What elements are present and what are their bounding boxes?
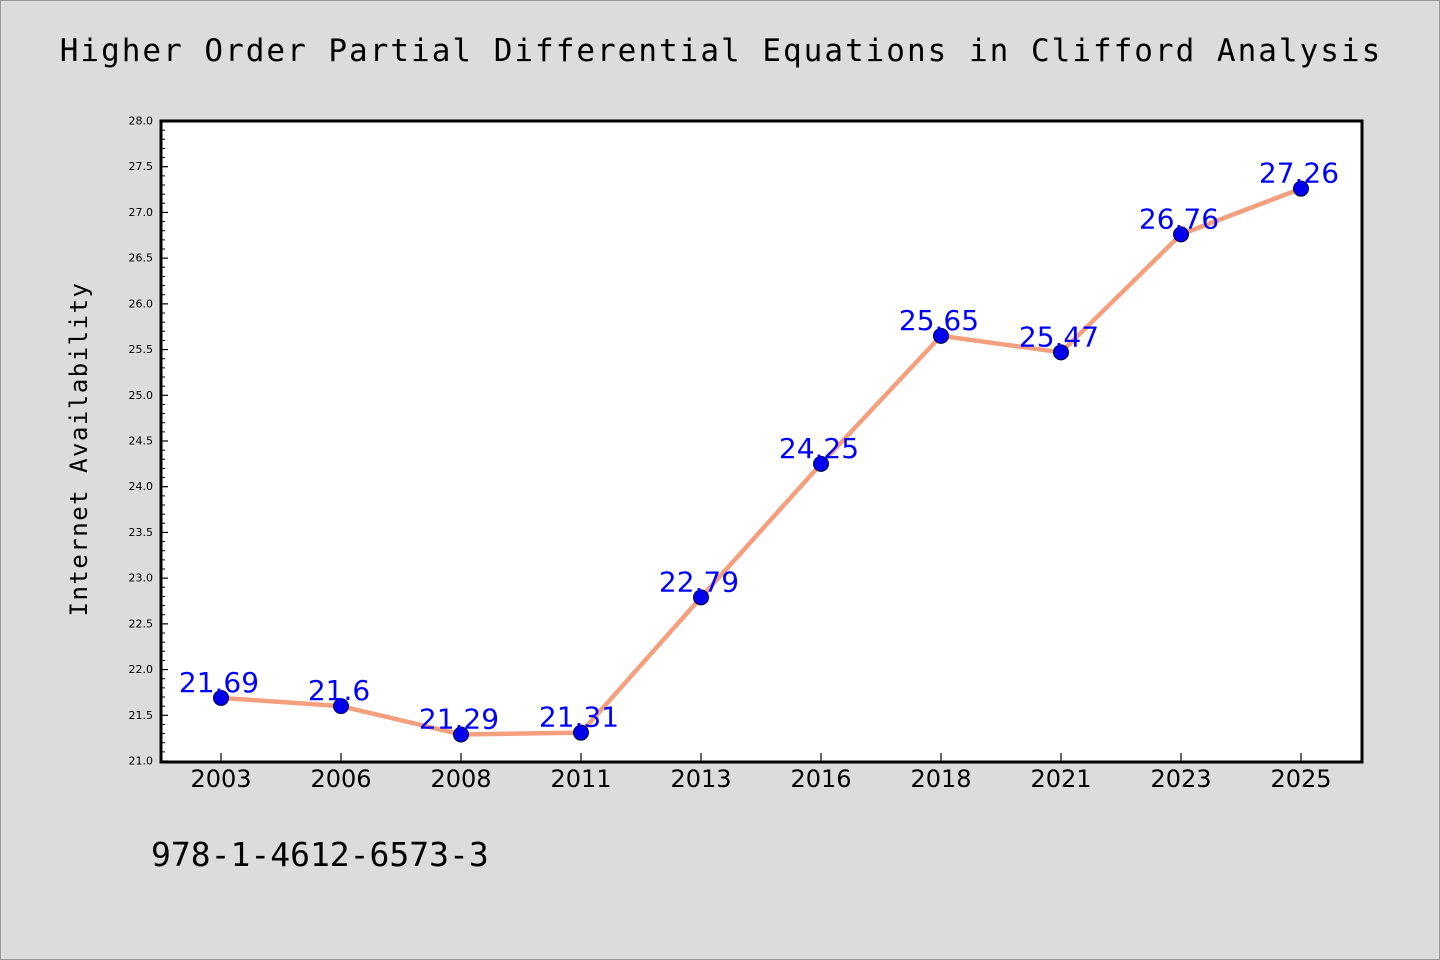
data-label: 26.76 bbox=[1139, 202, 1219, 235]
x-tick-label: 2016 bbox=[790, 765, 851, 793]
chart-title: Higher Order Partial Differential Equati… bbox=[59, 33, 1383, 69]
isbn-text: 978-1-4612-6573-3 bbox=[151, 835, 489, 874]
x-tick-label: 2003 bbox=[190, 765, 251, 793]
series-line bbox=[218, 186, 1304, 737]
x-tick-label: 2025 bbox=[1270, 765, 1331, 793]
data-label: 21.29 bbox=[419, 702, 499, 735]
y-axis-label: Internet Availability bbox=[65, 282, 93, 617]
data-label: 21.31 bbox=[539, 701, 619, 734]
data-point bbox=[1293, 180, 1309, 197]
y-tick-label: 24.5 bbox=[129, 435, 154, 448]
y-tick-label: 21.0 bbox=[129, 755, 154, 768]
data-point bbox=[453, 726, 469, 743]
y-tick-label: 22.0 bbox=[129, 663, 154, 676]
x-tick-label: 2011 bbox=[550, 765, 611, 793]
data-point bbox=[1053, 344, 1069, 361]
y-tick-label: 24.0 bbox=[129, 480, 154, 493]
y-axis: 21.0 21.5 22.0 22.5 23.0 23.5 24.0 24.5 25.0 25.5… bbox=[129, 115, 168, 768]
y-tick-label: 27.0 bbox=[129, 206, 154, 219]
y-tick-label: 26.5 bbox=[129, 252, 154, 265]
y-tick-label: 26.0 bbox=[129, 297, 154, 310]
y-tick-label: 22.5 bbox=[129, 617, 154, 630]
y-tick-label: 23.5 bbox=[129, 526, 154, 539]
x-tick-label: 2018 bbox=[910, 765, 971, 793]
y-tick-label: 25.0 bbox=[129, 389, 154, 402]
series-markers bbox=[213, 180, 1309, 743]
y-tick-label: 27.5 bbox=[129, 160, 154, 173]
data-label: 21.69 bbox=[179, 666, 259, 699]
y-tick-label: 21.5 bbox=[129, 709, 154, 722]
data-point bbox=[573, 724, 589, 741]
data-label: 27.26 bbox=[1259, 157, 1339, 190]
x-tick-label: 2013 bbox=[670, 765, 731, 793]
data-label: 21.6 bbox=[308, 674, 370, 707]
data-point bbox=[213, 689, 229, 706]
x-tick-label: 2021 bbox=[1030, 765, 1091, 793]
x-axis: 2003 2006 2008 2011 2013 2016 2018 2021 2023 2025 bbox=[190, 753, 1332, 793]
data-label: 25.47 bbox=[1019, 320, 1099, 353]
data-point bbox=[813, 455, 829, 472]
plot-area bbox=[159, 119, 1364, 764]
data-point bbox=[333, 698, 349, 715]
y-tick-label: 25.5 bbox=[129, 343, 154, 356]
x-tick-label: 2023 bbox=[1150, 765, 1211, 793]
y-tick-label: 23.0 bbox=[129, 572, 154, 585]
data-label: 25.65 bbox=[899, 304, 979, 337]
data-point bbox=[1173, 226, 1189, 243]
x-tick-label: 2006 bbox=[310, 765, 371, 793]
data-point bbox=[933, 327, 949, 344]
y-tick-label: 28.0 bbox=[129, 115, 154, 128]
data-label: 22.79 bbox=[659, 565, 739, 598]
data-label: 24.25 bbox=[779, 432, 859, 465]
x-tick-label: 2008 bbox=[430, 765, 491, 793]
data-point bbox=[693, 589, 709, 606]
data-labels: 21.69 21.6 21.29 21.31 22.79 24.25 25.65 25.47 2… bbox=[179, 157, 1339, 736]
